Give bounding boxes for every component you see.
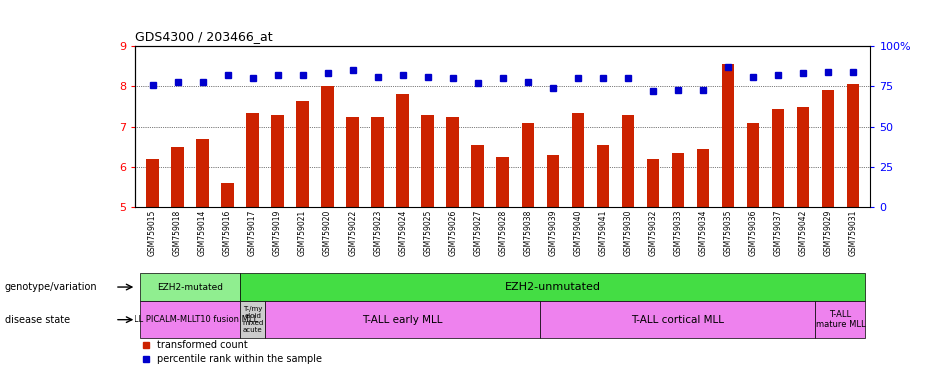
Bar	[140, 273, 240, 301]
Text: GSM759033: GSM759033	[673, 209, 682, 256]
Text: T-ALL cortical MLL: T-ALL cortical MLL	[631, 314, 724, 325]
Text: T-ALL early MLL: T-ALL early MLL	[362, 314, 443, 325]
Bar	[240, 301, 265, 338]
Text: GSM759031: GSM759031	[848, 209, 857, 256]
Text: GSM759041: GSM759041	[599, 209, 607, 256]
Bar	[572, 113, 584, 207]
Text: disease state: disease state	[5, 314, 70, 325]
Text: EZH2-mutated: EZH2-mutated	[157, 283, 223, 291]
Bar	[597, 145, 609, 207]
Text: percentile rank within the sample: percentile rank within the sample	[157, 354, 322, 364]
Bar	[271, 115, 284, 207]
Text: GSM759034: GSM759034	[698, 209, 708, 256]
Bar	[696, 149, 709, 207]
Text: GSM759025: GSM759025	[424, 209, 432, 256]
Bar	[622, 115, 634, 207]
Text: GSM759018: GSM759018	[173, 209, 182, 256]
Bar	[546, 155, 559, 207]
Bar	[822, 90, 834, 207]
Text: genotype/variation: genotype/variation	[5, 282, 97, 292]
Text: GSM759023: GSM759023	[373, 209, 382, 256]
Bar	[797, 107, 809, 207]
Text: GSM759026: GSM759026	[448, 209, 457, 256]
Text: GSM759042: GSM759042	[799, 209, 807, 256]
Text: GSM759039: GSM759039	[548, 209, 558, 256]
Text: T-/my
eloid
mixed
acute: T-/my eloid mixed acute	[242, 306, 263, 333]
Bar	[722, 64, 735, 207]
Text: GSM759021: GSM759021	[298, 209, 307, 256]
Text: GSM759028: GSM759028	[498, 209, 507, 256]
Text: GSM759016: GSM759016	[223, 209, 232, 256]
Text: T-ALL PICALM-MLLT10 fusion MLL: T-ALL PICALM-MLLT10 fusion MLL	[121, 315, 259, 324]
Text: GSM759040: GSM759040	[573, 209, 582, 256]
Bar	[346, 117, 358, 207]
Bar	[397, 94, 409, 207]
Text: GSM759036: GSM759036	[749, 209, 758, 256]
Bar	[371, 117, 384, 207]
Bar	[647, 159, 659, 207]
Text: GDS4300 / 203466_at: GDS4300 / 203466_at	[135, 30, 273, 43]
Bar	[671, 153, 684, 207]
Bar	[196, 139, 209, 207]
Text: GSM759020: GSM759020	[323, 209, 332, 256]
Text: EZH2-unmutated: EZH2-unmutated	[505, 282, 600, 292]
Text: GSM759017: GSM759017	[248, 209, 257, 256]
Bar	[496, 157, 509, 207]
Text: GSM759038: GSM759038	[523, 209, 533, 256]
Text: GSM759014: GSM759014	[198, 209, 207, 256]
Bar	[265, 301, 540, 338]
Bar	[816, 301, 866, 338]
Text: GSM759035: GSM759035	[723, 209, 733, 256]
Bar	[447, 117, 459, 207]
Text: GSM759032: GSM759032	[648, 209, 657, 256]
Text: GSM759030: GSM759030	[624, 209, 632, 256]
Text: GSM759037: GSM759037	[774, 209, 782, 256]
Bar	[846, 84, 859, 207]
Text: T-ALL
mature MLL: T-ALL mature MLL	[816, 310, 865, 329]
Text: GSM759015: GSM759015	[148, 209, 157, 256]
Bar	[747, 123, 759, 207]
Bar	[471, 145, 484, 207]
Bar	[772, 109, 784, 207]
Text: GSM759019: GSM759019	[273, 209, 282, 256]
Bar	[247, 113, 259, 207]
Bar	[140, 301, 240, 338]
Bar	[321, 86, 334, 207]
Bar	[296, 101, 309, 207]
Text: transformed count: transformed count	[157, 339, 248, 350]
Text: GSM759024: GSM759024	[398, 209, 407, 256]
Bar	[240, 273, 866, 301]
Text: GSM759029: GSM759029	[823, 209, 832, 256]
Bar	[540, 301, 816, 338]
Bar	[171, 147, 183, 207]
Text: GSM759022: GSM759022	[348, 209, 358, 256]
Bar	[521, 123, 534, 207]
Bar	[146, 159, 159, 207]
Text: GSM759027: GSM759027	[473, 209, 482, 256]
Bar	[222, 183, 234, 207]
Bar	[422, 115, 434, 207]
